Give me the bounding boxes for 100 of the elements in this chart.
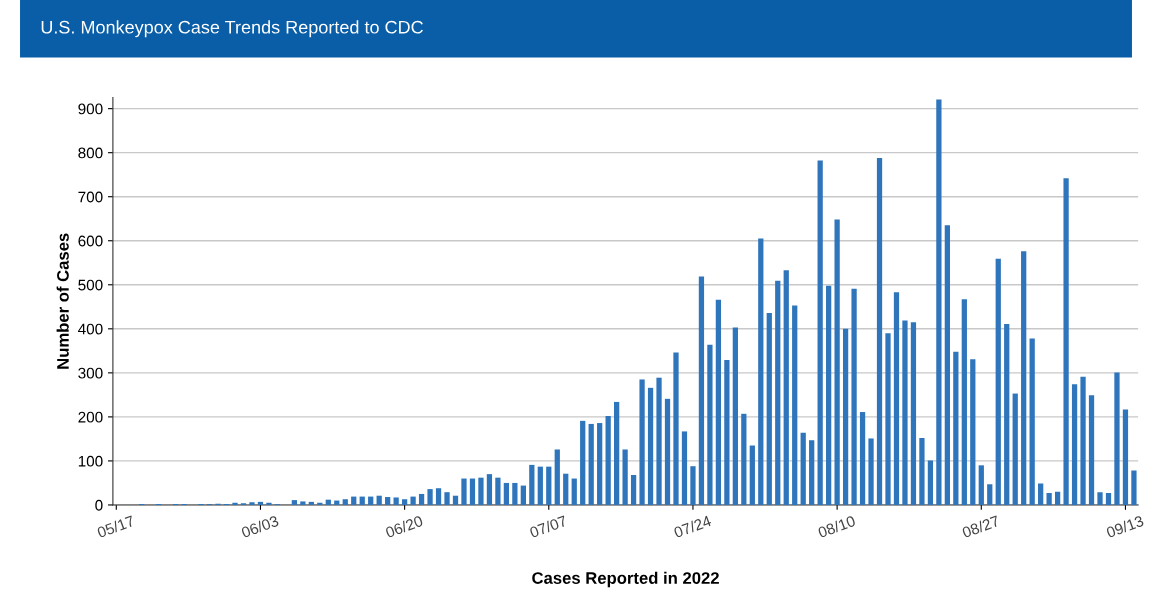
bar — [698, 276, 705, 505]
bar — [758, 238, 764, 505]
bar — [1021, 251, 1027, 505]
bar — [885, 333, 891, 505]
bar — [978, 465, 984, 505]
y-axis-title: Number of Cases — [56, 233, 69, 369]
bar — [622, 449, 628, 505]
bar — [936, 99, 942, 505]
bar — [503, 482, 510, 505]
y-tick-label: 400 — [78, 323, 103, 335]
bar — [724, 360, 730, 505]
bar — [486, 474, 493, 505]
bar — [1097, 492, 1103, 505]
bar — [1088, 395, 1095, 505]
bar — [580, 420, 586, 505]
bar — [1105, 493, 1112, 505]
bar — [1122, 409, 1129, 505]
x-tick-label: 06/20 — [384, 514, 424, 539]
bar — [385, 497, 391, 505]
bar — [664, 398, 671, 505]
bar — [639, 379, 645, 505]
bar — [410, 496, 416, 505]
bar — [842, 328, 849, 505]
bar — [469, 478, 476, 505]
bar — [800, 432, 806, 505]
bar — [893, 292, 900, 505]
bar — [741, 413, 747, 505]
bar — [995, 258, 1001, 505]
y-tick-label: 800 — [78, 147, 103, 159]
bar — [495, 477, 501, 505]
bar — [1029, 338, 1035, 505]
bar — [681, 431, 688, 505]
x-tick-label: 08/10 — [817, 514, 856, 539]
x-tick-label: 07/07 — [528, 514, 568, 539]
bar — [401, 499, 408, 505]
bar — [537, 466, 543, 505]
bar — [376, 495, 382, 505]
bar — [368, 496, 374, 505]
bar — [1063, 178, 1069, 505]
y-tick-label: 300 — [78, 367, 103, 379]
bar — [826, 285, 832, 505]
bar — [546, 466, 552, 505]
bar — [266, 502, 272, 505]
bar — [563, 473, 569, 505]
x-tick-label: 09/13 — [1105, 514, 1145, 539]
y-tick-label: 700 — [78, 191, 103, 203]
bar — [1004, 323, 1010, 505]
bar — [588, 423, 594, 505]
bar — [529, 464, 535, 505]
bar — [630, 475, 637, 505]
bar — [418, 493, 425, 505]
bar — [308, 501, 314, 505]
bar — [435, 488, 442, 505]
y-tick-label: 0 — [95, 499, 103, 511]
bar — [614, 401, 620, 505]
bar — [902, 320, 908, 505]
bar — [249, 502, 255, 505]
bar — [647, 387, 654, 505]
bar — [690, 466, 696, 505]
bar — [715, 299, 722, 505]
bar — [291, 500, 298, 505]
bar — [775, 280, 781, 505]
bar — [461, 478, 467, 505]
bar — [1080, 376, 1086, 505]
y-tick-label: 500 — [78, 279, 103, 291]
bar — [707, 344, 713, 505]
y-tick-label: 900 — [78, 103, 103, 115]
bar — [520, 485, 526, 505]
bar — [817, 160, 823, 505]
bar — [452, 495, 459, 505]
chart-title: U.S. Monkeypox Case Trends Reported to CDC — [41, 20, 423, 38]
bar — [859, 412, 866, 505]
bar — [605, 416, 611, 505]
bar — [961, 299, 967, 505]
bar — [876, 157, 883, 505]
bar — [673, 352, 679, 505]
bar — [300, 501, 306, 505]
bar — [597, 423, 603, 505]
bar — [953, 351, 959, 505]
bar — [1046, 493, 1052, 505]
x-tick-label: 07/24 — [673, 514, 712, 539]
bar — [571, 478, 577, 505]
bar — [554, 449, 560, 505]
bar — [987, 484, 993, 505]
bar — [732, 327, 738, 505]
bar — [478, 477, 484, 505]
x-axis-title: Cases Reported in 2022 — [532, 571, 719, 588]
bar — [393, 497, 399, 505]
bar — [1012, 393, 1018, 505]
y-tick-label: 600 — [78, 235, 103, 247]
bar — [919, 438, 925, 505]
bar — [868, 438, 874, 505]
bar — [851, 288, 857, 505]
bar — [512, 482, 518, 505]
bar — [944, 225, 950, 505]
bar — [257, 501, 264, 505]
y-tick-label: 100 — [78, 455, 103, 467]
bar — [1071, 384, 1078, 505]
bar — [342, 499, 348, 505]
bar — [766, 312, 772, 505]
